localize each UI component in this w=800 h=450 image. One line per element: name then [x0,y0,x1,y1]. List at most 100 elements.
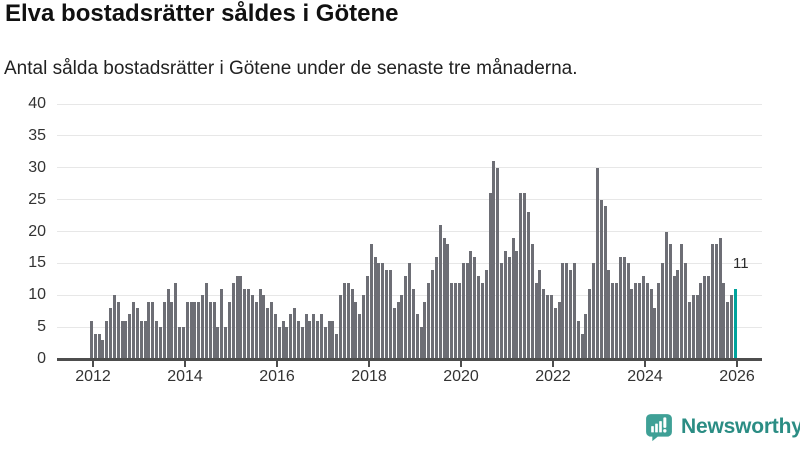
bar [438,225,442,359]
bar [442,237,446,359]
x-axis-tick [644,360,646,367]
bar [162,301,166,359]
bar [664,231,668,359]
x-axis-tick [736,360,738,367]
bar [132,301,136,359]
bar [289,314,293,359]
bar [381,263,385,359]
bar [699,282,703,359]
bar [726,301,730,359]
bar [653,308,657,359]
bar [396,301,400,359]
bar [350,288,354,359]
bar [266,308,270,359]
bar [369,244,373,359]
bar [254,301,258,359]
bar [626,263,630,359]
bar [285,327,289,359]
bar [415,314,419,359]
gridline [57,135,762,137]
bar [224,327,228,359]
bar [220,288,224,359]
bar [630,288,634,359]
bar [216,327,220,359]
bar [101,339,105,359]
bar [434,257,438,359]
bar [599,199,603,359]
bar [645,282,649,359]
bar [534,282,538,359]
chart-subtitle: Antal sålda bostadsrätter i Götene under… [4,58,578,79]
x-axis-label: 2018 [351,368,387,385]
bar [661,263,665,359]
bar [235,276,239,359]
bar [538,269,542,359]
bar [595,167,599,359]
bar [638,282,642,359]
bar [346,282,350,359]
bar [178,327,182,359]
bar [227,301,231,359]
bar [672,276,676,359]
bar [293,308,297,359]
bar [120,320,124,359]
bar [231,282,235,359]
y-axis-label: 20 [28,222,46,240]
x-axis-tick [460,360,462,367]
bar [684,263,688,359]
bar [730,295,734,359]
bar [116,301,120,359]
y-axis-label: 40 [28,95,46,112]
bar [480,282,484,359]
bar [354,301,358,359]
bar [204,282,208,359]
bar [258,288,262,359]
bar [454,282,458,359]
bar [622,257,626,359]
bar [496,167,500,359]
bar [250,295,254,359]
bar [151,301,155,359]
bar [212,301,216,359]
bar [634,282,638,359]
bar [618,257,622,359]
bar [450,282,454,359]
bar [603,206,607,359]
bar [373,257,377,359]
bar [262,295,266,359]
x-axis-tick [276,360,278,367]
bar [358,314,362,359]
bar [273,314,277,359]
bar [500,263,504,359]
bar [641,276,645,359]
bar [392,308,396,359]
bar [561,263,565,359]
gridline [57,199,762,201]
bar [300,327,304,359]
bar [319,314,323,359]
x-axis-label: 2026 [719,368,755,385]
bar [185,301,189,359]
x-axis-label: 2022 [535,368,571,385]
bar [473,257,477,359]
bar [170,301,174,359]
bar [530,244,534,359]
bar [657,282,661,359]
bar [427,282,431,359]
bar [592,263,596,359]
bar [112,295,116,359]
y-axis-label: 35 [28,126,46,144]
bar [124,320,128,359]
bar [239,276,243,359]
bar [139,320,143,359]
bar [668,244,672,359]
bar [201,295,205,359]
bar [515,250,519,359]
bar [247,288,251,359]
bar [615,282,619,359]
bar [680,244,684,359]
bar [181,327,185,359]
bar [97,333,101,359]
